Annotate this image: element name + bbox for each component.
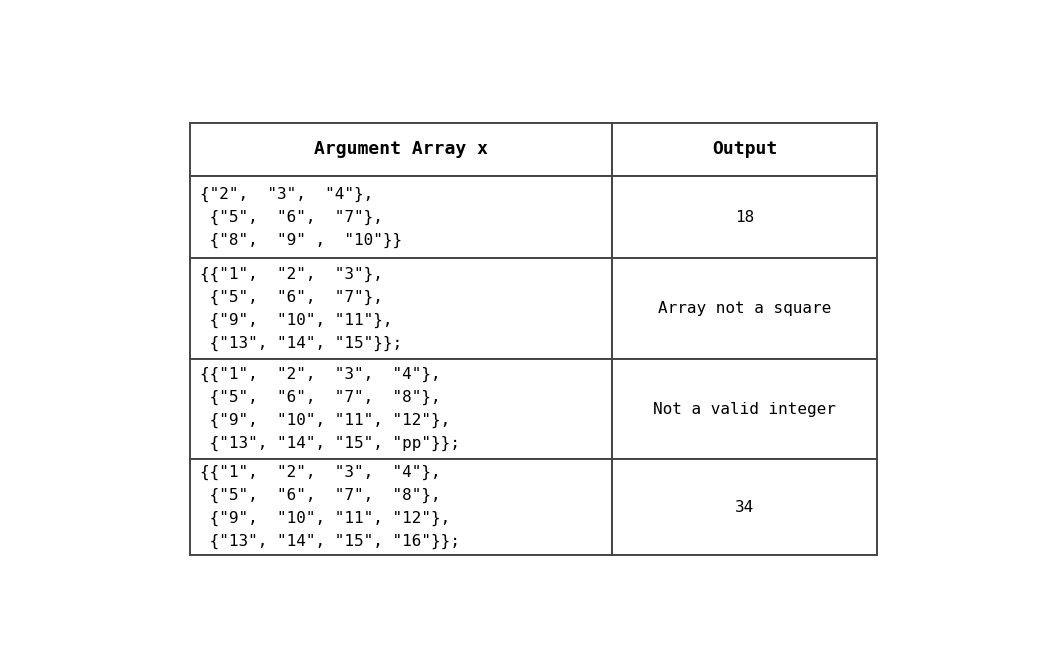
Text: {"2",  "3",  "4"},
 {"5",  "6",  "7"},
 {"8",  "9" ,  "10"}}: {"2", "3", "4"}, {"5", "6", "7"}, {"8", … — [199, 186, 401, 248]
Bar — [613, 122, 877, 176]
Text: 18: 18 — [735, 210, 754, 225]
Text: Array not a square: Array not a square — [658, 301, 832, 316]
Bar — [190, 122, 613, 176]
Bar — [613, 176, 877, 258]
Bar — [190, 176, 613, 258]
Text: 34: 34 — [735, 500, 754, 515]
Bar — [613, 258, 877, 359]
Text: Argument Array x: Argument Array x — [314, 141, 488, 159]
Bar — [613, 359, 877, 459]
Text: {{"1",  "2",  "3",  "4"},
 {"5",  "6",  "7",  "8"},
 {"9",  "10", "11", "12"},
 : {{"1", "2", "3", "4"}, {"5", "6", "7", "… — [199, 367, 459, 451]
Bar — [613, 459, 877, 555]
Text: Output: Output — [712, 141, 778, 159]
Text: Not a valid integer: Not a valid integer — [653, 401, 836, 416]
Bar — [190, 258, 613, 359]
Bar — [190, 359, 613, 459]
Text: {{"1",  "2",  "3",  "4"},
 {"5",  "6",  "7",  "8"},
 {"9",  "10", "11", "12"},
 : {{"1", "2", "3", "4"}, {"5", "6", "7", "… — [199, 465, 459, 549]
Bar — [190, 459, 613, 555]
Text: {{"1",  "2",  "3"},
 {"5",  "6",  "7"},
 {"9",  "10", "11"},
 {"13", "14", "15"}: {{"1", "2", "3"}, {"5", "6", "7"}, {"9",… — [199, 266, 401, 350]
